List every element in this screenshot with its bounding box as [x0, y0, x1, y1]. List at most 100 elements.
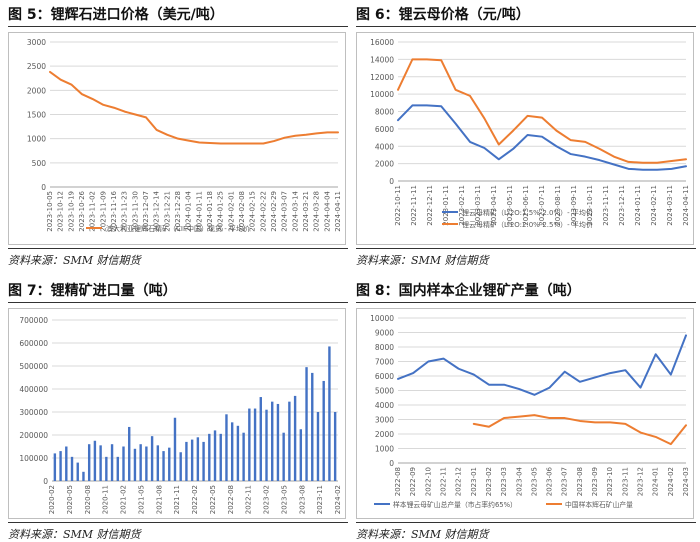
chart-frame	[356, 32, 694, 245]
bar	[185, 441, 188, 481]
bar	[196, 437, 200, 481]
bar	[179, 452, 182, 481]
x-tick-label: 2021-02	[120, 485, 128, 514]
x-tick-label: 2023-06-11	[522, 185, 530, 226]
bar	[162, 451, 165, 481]
x-tick-label: 2024-03-07	[281, 191, 289, 232]
y-tick-label: 2500	[27, 62, 46, 71]
x-tick-label: 2023-12	[637, 467, 645, 496]
bar	[202, 441, 205, 481]
bar	[213, 430, 217, 481]
y-tick-label: 8000	[375, 343, 394, 352]
bottom-rule	[356, 522, 696, 523]
bar	[93, 440, 97, 481]
bar	[105, 456, 108, 481]
x-tick-label: 2024-03-28	[313, 191, 321, 232]
x-tick-label: 2024-03	[682, 467, 690, 496]
x-tick-label: 2023-08-11	[554, 185, 562, 226]
x-tick-label: 2020-05	[66, 485, 74, 514]
bar	[316, 412, 320, 481]
x-tick-label: 2024-02-22	[259, 191, 267, 232]
x-tick-label: 2023-05-11	[506, 185, 514, 226]
y-tick-label: 4000	[375, 142, 394, 151]
bar	[328, 346, 331, 481]
y-tick-label: 8000	[375, 108, 394, 117]
y-tick-label: 4000	[375, 401, 394, 410]
x-tick-label: 2024-02-08	[238, 191, 246, 232]
chart-fig8: 0 1000 2000 3000 4000 5000 6000 7000 8000 9000 100…	[356, 308, 694, 519]
x-tick-label: 2024-02	[334, 485, 342, 514]
bar	[87, 444, 91, 481]
x-tick-label: 2023-08	[576, 467, 584, 496]
y-tick-label: 400000	[19, 385, 48, 394]
y-tick-label: 2000	[375, 160, 394, 169]
bar	[65, 446, 68, 481]
bar	[190, 439, 194, 481]
bar	[53, 453, 57, 481]
bar	[276, 403, 280, 481]
title-rule	[356, 302, 696, 303]
x-tick-label: 2023-02	[263, 485, 271, 514]
x-tick-label: 2023-05	[530, 467, 538, 496]
legend-label: 中国样本辉石矿山产量	[565, 500, 633, 509]
chart-title: 图 7：锂精矿进口量（吨）	[8, 283, 177, 299]
x-tick-label: 2024-03-21	[302, 191, 310, 232]
y-tick-label: 700000	[19, 316, 48, 325]
x-tick-label: 2022-11-11	[410, 185, 418, 226]
source-note: 资料来源：SMM 财信期货	[8, 528, 141, 541]
y-tick-label: 1500	[27, 111, 46, 120]
x-tick-label: 2023-05	[280, 485, 288, 514]
bar	[150, 436, 154, 481]
y-tick-label: 2000	[27, 86, 46, 95]
chart-fig7: 0 100000 200000 300000 400000 500000 600000 700…	[8, 308, 346, 519]
x-tick-label: 2023-01-11	[442, 185, 450, 226]
x-tick-label: 2022-12-11	[426, 185, 434, 226]
x-tick-label: 2022-08	[394, 467, 402, 496]
chart-fig6: 0 2000 4000 6000 8000 10000 12000 14000 16000 202…	[356, 32, 694, 245]
chart-frame	[8, 308, 346, 519]
x-tick-label: 2024-02-01	[227, 191, 235, 232]
x-tick-label: 2024-04-11	[334, 191, 342, 232]
x-tick-label: 2023-10-26	[78, 190, 86, 231]
x-tick-label: 2024-02-15	[249, 191, 257, 232]
x-tick-label: 2022-10-11	[394, 185, 402, 226]
x-tick-label: 2023-12-28	[174, 191, 182, 232]
bar	[156, 445, 160, 481]
bar	[236, 425, 240, 481]
y-tick-label: 600000	[19, 339, 48, 348]
x-tick-label: 2023-11-30	[131, 191, 139, 232]
bar	[122, 446, 125, 481]
x-tick-label: 2023-01	[470, 467, 478, 496]
x-tick-label: 2022-10	[424, 467, 432, 496]
x-tick-label: 2023-09	[591, 467, 599, 496]
x-tick-label: 2022-11	[245, 485, 253, 514]
x-tick-label: 2023-02-11	[458, 185, 466, 226]
x-tick-label: 2023-11-02	[89, 191, 97, 232]
bar	[116, 456, 119, 481]
x-tick-label: 2023-10-12	[57, 191, 65, 232]
y-tick-label: 1000	[27, 135, 46, 144]
bar	[128, 426, 131, 481]
bar	[265, 409, 268, 481]
series-line	[397, 104, 687, 171]
y-tick-label: 10000	[370, 90, 394, 99]
y-tick-label: 16000	[370, 38, 394, 47]
bar	[282, 432, 285, 481]
bar	[59, 451, 62, 481]
x-tick-label: 2022-08	[227, 485, 235, 514]
x-tick-label: 2023-03	[500, 467, 508, 496]
bar	[311, 372, 314, 481]
x-tick-label: 2023-04	[515, 466, 523, 496]
x-tick-label: 2021-11	[173, 485, 181, 514]
title-rule	[356, 26, 696, 27]
y-tick-label: 3000	[27, 38, 46, 47]
x-tick-label: 2023-12-11	[618, 185, 626, 226]
x-tick-label: 2024-01-04	[185, 190, 193, 231]
bar	[145, 446, 148, 481]
y-tick-label: 3000	[375, 416, 394, 425]
x-tick-label: 2020-02	[48, 485, 56, 514]
bar	[333, 412, 337, 481]
y-tick-label: 12000	[370, 73, 394, 82]
y-tick-label: 0	[43, 477, 48, 486]
bar	[259, 397, 262, 481]
